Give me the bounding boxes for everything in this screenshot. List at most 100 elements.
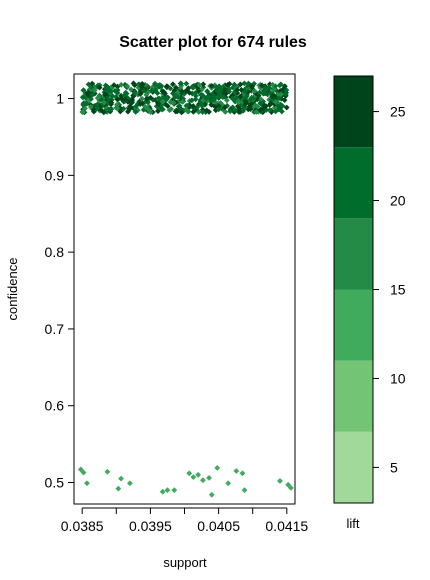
data-point (241, 80, 248, 87)
data-point (264, 86, 270, 93)
data-point (266, 84, 273, 91)
data-point (87, 104, 94, 110)
y-tick-label: 0.6 (45, 398, 65, 414)
data-point (171, 487, 178, 494)
data-point (277, 101, 284, 108)
data-point (134, 107, 141, 114)
legend-band (334, 218, 373, 290)
data-point (142, 104, 149, 110)
y-tick-label: 1 (56, 91, 64, 107)
data-point (139, 95, 145, 102)
data-point (221, 104, 228, 111)
data-point (170, 99, 177, 106)
data-point (208, 491, 215, 498)
data-point (81, 105, 88, 112)
data-point (217, 99, 224, 106)
data-point (176, 102, 183, 109)
data-point (231, 81, 238, 88)
x-tick-label: 0.0385 (61, 518, 104, 534)
data-point (260, 90, 267, 97)
data-point (238, 101, 244, 108)
data-point (156, 95, 163, 102)
data-point (127, 480, 133, 487)
data-point (100, 109, 107, 116)
data-point (278, 91, 284, 98)
data-point (221, 108, 228, 115)
data-point (178, 109, 185, 116)
data-point (192, 89, 199, 96)
legend-band (334, 360, 373, 432)
data-point (196, 81, 203, 88)
y-axis-label: confidence (5, 258, 20, 321)
data-point (222, 90, 229, 97)
data-point (170, 81, 176, 88)
data-point (235, 99, 241, 105)
data-point (195, 471, 202, 478)
data-point (159, 88, 166, 94)
data-point (105, 87, 112, 94)
data-point (104, 100, 111, 107)
data-point (164, 487, 171, 494)
data-point (121, 92, 128, 99)
data-point (249, 104, 256, 111)
data-point (216, 83, 223, 90)
data-point (215, 106, 222, 113)
data-point (279, 102, 286, 109)
data-point (204, 97, 211, 104)
data-point (139, 81, 146, 87)
data-point (213, 107, 219, 114)
y-axis: 0.5 0.6 0.7 0.8 0.9 1 (45, 91, 74, 491)
data-point (220, 94, 227, 100)
data-point (114, 96, 121, 103)
data-point (140, 106, 147, 113)
data-point (208, 97, 215, 104)
data-point (143, 91, 150, 98)
data-point (192, 96, 199, 103)
data-point (189, 84, 196, 91)
data-point (226, 80, 233, 87)
data-point (175, 94, 181, 100)
data-point (186, 470, 193, 477)
data-point (266, 107, 273, 114)
data-point (276, 82, 283, 89)
data-point (183, 80, 190, 87)
data-point (125, 108, 131, 115)
data-point (159, 106, 166, 113)
data-point (84, 98, 91, 105)
data-point (201, 101, 208, 107)
data-point (245, 80, 252, 87)
data-point (149, 84, 156, 91)
data-point (270, 86, 277, 93)
data-point (113, 94, 119, 100)
data-point (208, 83, 215, 89)
data-point (91, 87, 98, 94)
data-point (129, 97, 135, 104)
data-point (170, 91, 177, 98)
data-point (203, 95, 210, 102)
data-point (239, 470, 246, 477)
data-point (82, 94, 89, 101)
data-point (98, 102, 104, 109)
data-point (288, 484, 294, 491)
data-point (155, 100, 161, 106)
data-point (128, 100, 135, 106)
data-point (254, 96, 261, 103)
data-point (152, 87, 159, 94)
data-point (162, 90, 168, 97)
data-point (269, 81, 276, 88)
data-point (118, 475, 124, 482)
data-point (95, 82, 101, 89)
data-point (179, 99, 186, 105)
data-point (84, 480, 90, 487)
data-point (80, 94, 86, 101)
data-point (89, 80, 96, 87)
data-point (238, 87, 245, 93)
data-point (159, 101, 165, 108)
data-point (94, 104, 101, 111)
data-point (147, 109, 154, 116)
data-point (156, 82, 163, 88)
data-point (232, 107, 239, 114)
data-point (168, 106, 175, 113)
data-point (208, 101, 215, 108)
data-point (125, 99, 131, 105)
